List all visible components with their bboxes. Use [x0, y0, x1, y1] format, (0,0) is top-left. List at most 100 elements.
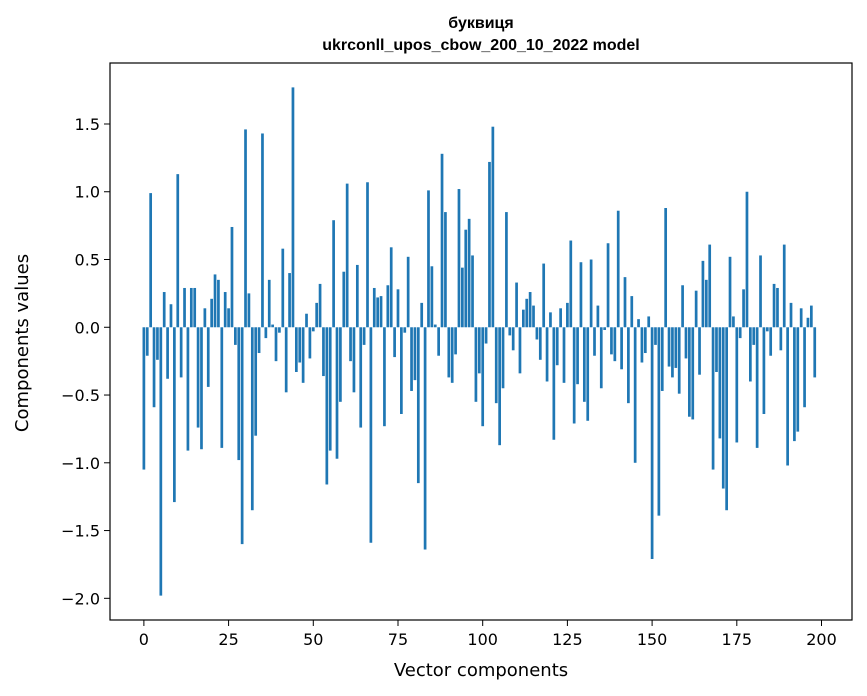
bar-78: [406, 256, 410, 328]
bar-160: [684, 327, 688, 359]
x-axis-label: Vector components: [394, 660, 568, 681]
y-tick-label: 0.5: [75, 251, 100, 270]
bar-184: [765, 327, 769, 332]
bar-135: [599, 327, 603, 389]
bar-23: [220, 327, 224, 448]
bar-130: [582, 327, 586, 402]
bar-81: [416, 327, 420, 484]
bar-68: [372, 287, 376, 328]
bar-95: [464, 229, 468, 328]
x-tick-label: 150: [637, 630, 668, 649]
bar-27: [234, 327, 237, 345]
bar-146: [637, 319, 640, 328]
y-tick-label: 0.0: [75, 318, 100, 337]
bar-48: [305, 313, 308, 328]
bar-100: [481, 327, 485, 427]
bar-143: [627, 327, 630, 404]
bar-77: [403, 327, 407, 333]
bar-35: [261, 133, 264, 328]
bar-91: [450, 327, 454, 383]
bar-114: [528, 292, 532, 328]
bar-141: [620, 327, 623, 370]
bar-64: [359, 327, 363, 428]
x-tick-label: 0: [139, 630, 149, 649]
bar-124: [562, 327, 566, 383]
bar-155: [667, 327, 671, 367]
bar-46: [298, 327, 302, 363]
bar-131: [586, 327, 590, 421]
bar-24: [223, 292, 227, 328]
bar-63: [355, 264, 359, 328]
bar-144: [630, 296, 634, 328]
bar-182: [759, 255, 762, 328]
chart-title: буквиця: [448, 15, 513, 32]
bar-156: [671, 327, 674, 378]
bar-137: [606, 243, 610, 328]
bar-11: [179, 327, 183, 378]
bar-171: [721, 327, 725, 489]
y-tick-label: −1.0: [61, 454, 100, 473]
bar-162: [691, 327, 695, 420]
bar-121: [552, 327, 556, 440]
bar-180: [752, 327, 756, 345]
bar-174: [732, 316, 735, 328]
bar-31: [247, 293, 251, 328]
bar-38: [271, 324, 274, 328]
bar-18: [203, 308, 207, 328]
bar-98: [474, 327, 478, 402]
bar-92: [454, 327, 457, 355]
bar-52: [318, 283, 322, 328]
bar-136: [603, 327, 607, 330]
bar-17: [200, 327, 203, 450]
bar-84: [427, 190, 430, 328]
bar-40: [278, 327, 281, 333]
bar-112: [522, 309, 525, 328]
bar-176: [738, 327, 742, 339]
bar-9: [173, 327, 176, 503]
bar-5: [159, 327, 163, 596]
bar-109: [511, 327, 515, 351]
bar-138: [610, 327, 613, 355]
bar-56: [332, 220, 335, 328]
bar-42: [284, 327, 288, 393]
x-axis-ticks: 0 25 50 75 100 125 150 175 200: [139, 620, 837, 649]
bar-127: [572, 327, 576, 424]
bar-86: [433, 324, 437, 328]
bar-2: [149, 193, 153, 328]
bar-159: [681, 285, 684, 328]
bar-129: [579, 262, 583, 328]
bar-15: [193, 287, 197, 328]
bar-169: [715, 327, 718, 372]
bar-32: [250, 327, 254, 511]
bar-83: [423, 327, 427, 550]
bar-94: [461, 267, 464, 328]
bar-194: [799, 308, 803, 328]
bar-10: [176, 174, 180, 328]
bar-165: [701, 260, 705, 328]
bar-183: [762, 327, 766, 414]
bar-16: [196, 327, 200, 428]
bar-3: [152, 327, 156, 408]
bar-179: [749, 327, 752, 382]
bar-175: [735, 327, 739, 443]
bar-50: [311, 327, 315, 332]
bar-8: [169, 304, 173, 328]
bar-192: [793, 327, 796, 442]
bar-113: [525, 298, 529, 328]
bar-54: [325, 327, 329, 485]
bar-72: [386, 285, 390, 328]
bar-158: [677, 327, 681, 394]
plot-area-frame: [109, 62, 853, 621]
bar-21: [213, 274, 217, 328]
bar-76: [400, 327, 403, 414]
y-tick-label: −0.5: [61, 386, 100, 405]
bar-152: [657, 327, 661, 516]
bar-69: [376, 297, 380, 328]
bar-20: [210, 298, 213, 328]
y-tick-label: 1.5: [75, 115, 100, 134]
bar-104: [494, 327, 498, 404]
bar-37: [267, 279, 271, 328]
bar-67: [369, 327, 373, 543]
y-tick-label: −1.5: [61, 522, 100, 541]
bar-26: [230, 226, 234, 328]
